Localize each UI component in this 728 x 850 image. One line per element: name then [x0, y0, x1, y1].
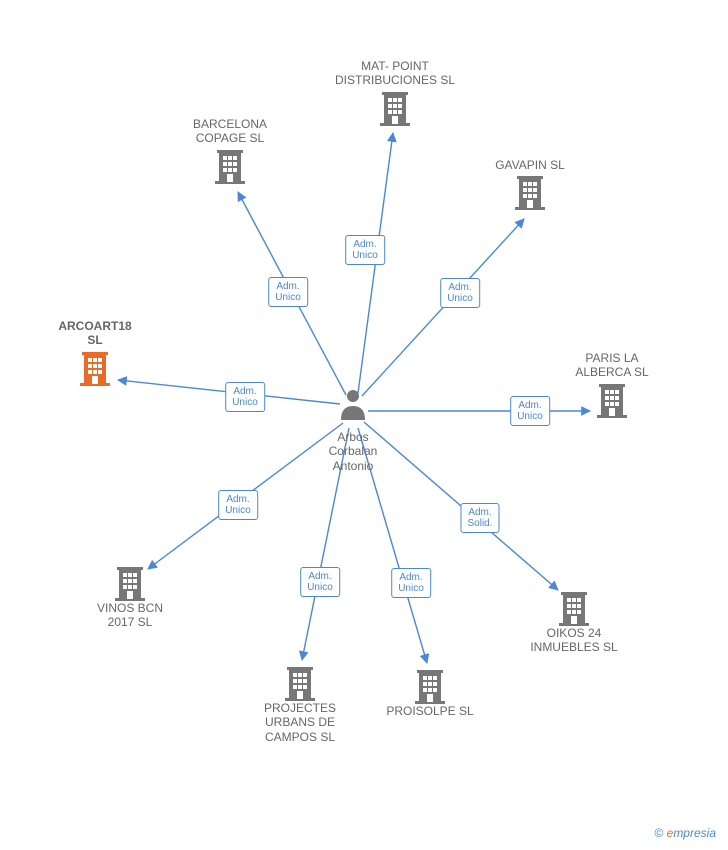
node-proj: PROJECTESURBANS DECAMPOS SL	[230, 663, 370, 744]
brand-name: empresia	[667, 826, 716, 840]
edge-label-paris: Adm.Unico	[510, 396, 550, 426]
edge-label-vinos: Adm.Unico	[218, 490, 258, 520]
building-icon	[597, 384, 627, 418]
node-arco: ARCOART18SL	[25, 319, 165, 386]
edge-label-proj: Adm.Unico	[300, 567, 340, 597]
edge-label-arco: Adm.Unico	[225, 382, 265, 412]
node-label-gava: GAVAPIN SL	[460, 158, 600, 172]
edge-label-oikos: Adm.Solid.	[460, 503, 499, 533]
building-icon	[80, 352, 110, 386]
edge-label-proi: Adm.Unico	[391, 568, 431, 598]
node-label-oikos: OIKOS 24INMUEBLES SL	[504, 626, 644, 655]
building-icon	[515, 176, 545, 210]
node-barc: BARCELONACOPAGE SL	[160, 117, 300, 184]
node-label-vinos: VINOS BCN2017 SL	[60, 601, 200, 630]
building-icon	[415, 670, 445, 704]
node-label-paris: PARIS LAALBERCA SL	[542, 351, 682, 380]
node-label-mat: MAT- POINTDISTRIBUCIONES SL	[325, 59, 465, 88]
node-label-arco: ARCOART18SL	[25, 319, 165, 348]
node-paris: PARIS LAALBERCA SL	[542, 351, 682, 418]
copyright-symbol: ©	[654, 826, 663, 840]
node-label-proi: PROISOLPE SL	[360, 704, 500, 718]
node-label-barc: BARCELONACOPAGE SL	[160, 117, 300, 146]
node-mat: MAT- POINTDISTRIBUCIONES SL	[325, 59, 465, 126]
node-proi: PROISOLPE SL	[360, 666, 500, 718]
building-icon	[215, 150, 245, 184]
footer: © empresia	[654, 826, 716, 840]
node-vinos: VINOS BCN2017 SL	[60, 563, 200, 630]
building-icon	[559, 592, 589, 626]
edge-label-gava: Adm.Unico	[440, 278, 480, 308]
center-person-label: ArbosCorbalanAntonio	[318, 430, 388, 473]
edge-label-mat: Adm.Unico	[345, 235, 385, 265]
node-oikos: OIKOS 24INMUEBLES SL	[504, 588, 644, 655]
building-icon	[115, 567, 145, 601]
building-icon	[285, 667, 315, 701]
edge-label-barc: Adm.Unico	[268, 277, 308, 307]
person-icon	[341, 390, 365, 420]
building-icon	[380, 92, 410, 126]
node-label-proj: PROJECTESURBANS DECAMPOS SL	[230, 701, 370, 744]
node-gava: GAVAPIN SL	[460, 158, 600, 210]
